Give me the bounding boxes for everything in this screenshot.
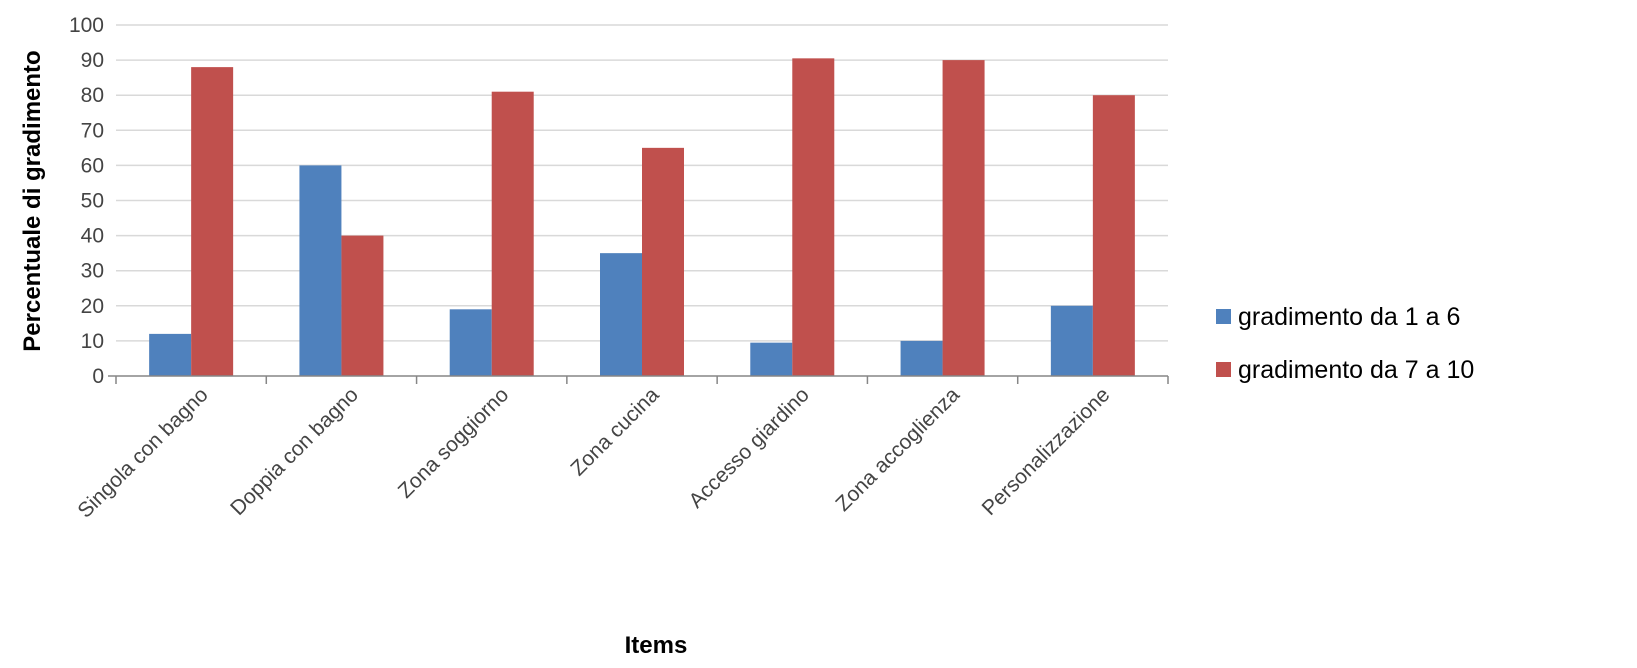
y-tick-label: 100: [69, 14, 104, 37]
bar-series-1-4: [750, 342, 793, 376]
bar-series-2-3: [642, 147, 684, 376]
y-tick-label: 80: [81, 84, 104, 107]
bars: [149, 58, 1135, 377]
y-tick-label: 60: [81, 154, 104, 177]
bar-series-1-6: [1050, 305, 1093, 376]
bar-series-2-6: [1092, 95, 1135, 376]
legend: gradimento da 1 a 6 gradimento da 7 a 10: [1216, 303, 1474, 384]
bar-series-1-3: [600, 253, 642, 376]
bar-series-2-1: [341, 235, 384, 376]
y-tick-label: 70: [81, 119, 104, 142]
legend-swatch-series-1: [1216, 309, 1231, 324]
y-tick-label: 50: [81, 190, 104, 213]
legend-label-series-2: gradimento da 7 a 10: [1238, 356, 1474, 384]
legend-swatch-series-2: [1216, 362, 1231, 377]
bar-series-1-1: [299, 165, 342, 376]
bar-series-1-2: [449, 309, 492, 376]
y-tick-label: 0: [92, 365, 104, 388]
bar-series-2-2: [491, 91, 534, 376]
x-tick-label: Zona accoglienza: [831, 383, 964, 516]
y-tick-label: 40: [81, 225, 104, 248]
y-tick-label: 20: [81, 295, 104, 318]
x-tick-label: Zona cucina: [566, 383, 663, 480]
bar-series-2-0: [191, 67, 234, 377]
x-tick-labels: Singola con bagno Doppia con bagno Zona so…: [73, 383, 1114, 523]
x-tick-label: Accesso giardino: [684, 383, 813, 512]
y-tick-labels: 0 10 20 30 40 50 60 70 80 90 100: [69, 14, 104, 388]
x-axis-title: Items: [625, 632, 688, 659]
bar-series-1-0: [149, 333, 192, 376]
bar-series-2-5: [942, 60, 985, 376]
y-tick-label: 90: [81, 49, 104, 72]
bar-series-1-5: [900, 340, 943, 376]
legend-label-series-1: gradimento da 1 a 6: [1238, 303, 1460, 331]
y-tick-label: 10: [81, 330, 104, 353]
y-axis-title: Percentuale di gradimento: [19, 50, 46, 351]
bar-series-2-4: [792, 58, 835, 376]
y-tick-label: 30: [81, 260, 104, 283]
x-tick-label: Doppia con bagno: [226, 383, 363, 520]
axes: [108, 375, 1169, 384]
x-tick-label: Singola con bagno: [73, 383, 212, 522]
x-tick-label: Zona soggiorno: [394, 383, 513, 502]
x-tick-label: Personalizzazione: [978, 383, 1115, 520]
